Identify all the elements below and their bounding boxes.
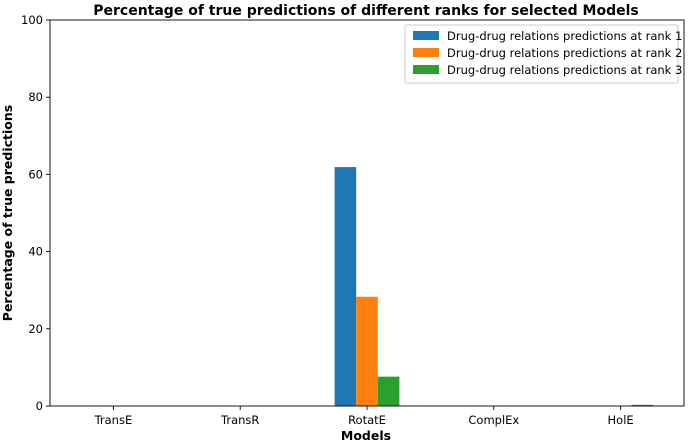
y-tick-label: 20 [28,322,43,336]
y-axis-title: Percentage of true predictions [0,105,15,321]
y-tick-label: 60 [28,167,43,181]
x-tick-label: TransE [94,413,133,427]
bar-rotate-rank-2 [356,296,378,406]
y-tick-label: 0 [36,399,43,413]
plot-frame [49,19,685,407]
legend-label-rank-3: Drug-drug relations predictions at rank … [447,63,682,77]
legend-swatch-rank-3 [413,65,439,74]
y-tick-label: 80 [28,90,43,104]
x-tick-label: ComplEx [468,413,519,427]
y-tick-label: 40 [28,245,43,259]
legend: Drug-drug relations predictions at rank … [404,24,682,84]
x-tick-label: HolE [608,413,634,427]
chart-title: Percentage of true predictions of differ… [93,3,639,19]
legend-swatch-rank-1 [413,31,439,40]
legend-label-rank-2: Drug-drug relations predictions at rank … [447,46,682,60]
bar-hole-rank-3 [631,404,653,406]
x-tick-label: TransR [220,413,259,427]
legend-box [404,24,679,84]
legend-label-rank-1: Drug-drug relations predictions at rank … [447,29,682,43]
y-tick-label: 100 [21,13,43,27]
bar-rotate-rank-3 [377,376,400,406]
x-tick-label: RotatE [348,413,386,427]
x-axis-title: Models [341,428,391,442]
bar-rotate-rank-1 [334,167,357,406]
legend-swatch-rank-2 [413,48,439,57]
